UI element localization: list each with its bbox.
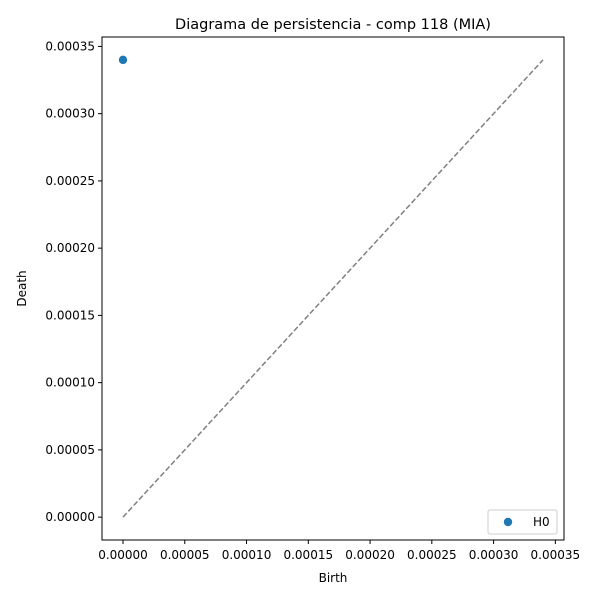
x-axis: 0.00000 0.00005 0.00010 0.00015 0.00020 0.000… bbox=[98, 540, 580, 562]
y-tick-label: 0.00010 bbox=[45, 376, 95, 390]
legend-box bbox=[487, 509, 558, 535]
y-tick-label: 0.00015 bbox=[45, 308, 95, 322]
x-tick-label: 0.00020 bbox=[345, 548, 395, 562]
y-axis-label: Death bbox=[15, 270, 29, 306]
y-tick-label: 0.00030 bbox=[45, 107, 95, 121]
legend-marker-h0 bbox=[503, 517, 513, 527]
x-axis-label: Birth bbox=[319, 571, 348, 585]
y-tick-label: 0.00000 bbox=[45, 510, 95, 524]
x-tick-label: 0.00010 bbox=[222, 548, 272, 562]
diagonal-line bbox=[122, 59, 544, 518]
y-tick-label: 0.00020 bbox=[45, 241, 95, 255]
x-tick-label: 0.00005 bbox=[160, 548, 210, 562]
plot-layer bbox=[118, 55, 544, 518]
point-h0-0 bbox=[118, 55, 128, 65]
x-tick-label: 0.00015 bbox=[283, 548, 333, 562]
legend-label-h0: H0 bbox=[533, 515, 550, 529]
chart-title: Diagrama de persistencia - comp 118 (MIA… bbox=[175, 17, 491, 33]
legend: H0 bbox=[487, 509, 558, 535]
y-tick-label: 0.00005 bbox=[45, 443, 95, 457]
y-axis: 0.00000 0.00005 0.00010 0.00015 0.00020 0.000… bbox=[45, 39, 102, 524]
x-tick-label: 0.00000 bbox=[98, 548, 148, 562]
plot-area-frame bbox=[101, 36, 565, 541]
x-tick-label: 0.00035 bbox=[531, 548, 581, 562]
y-tick-label: 0.00035 bbox=[45, 39, 95, 53]
y-tick-label: 0.00025 bbox=[45, 174, 95, 188]
x-tick-label: 0.00025 bbox=[407, 548, 457, 562]
x-tick-label: 0.00030 bbox=[469, 548, 519, 562]
